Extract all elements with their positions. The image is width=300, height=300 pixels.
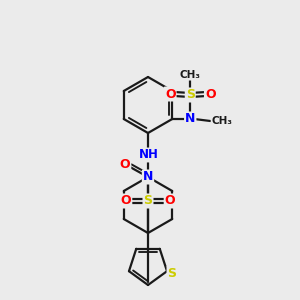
Text: S: S bbox=[186, 88, 195, 101]
Text: CH₃: CH₃ bbox=[180, 70, 201, 80]
Text: O: O bbox=[165, 194, 175, 208]
Text: O: O bbox=[121, 194, 131, 208]
Text: O: O bbox=[165, 88, 175, 100]
Text: CH₃: CH₃ bbox=[211, 116, 232, 126]
Text: S: S bbox=[143, 194, 152, 208]
Text: NH: NH bbox=[139, 148, 159, 161]
Text: O: O bbox=[205, 88, 216, 100]
Text: S: S bbox=[167, 267, 176, 280]
Text: N: N bbox=[143, 170, 153, 184]
Text: O: O bbox=[120, 158, 130, 170]
Text: N: N bbox=[185, 112, 195, 125]
